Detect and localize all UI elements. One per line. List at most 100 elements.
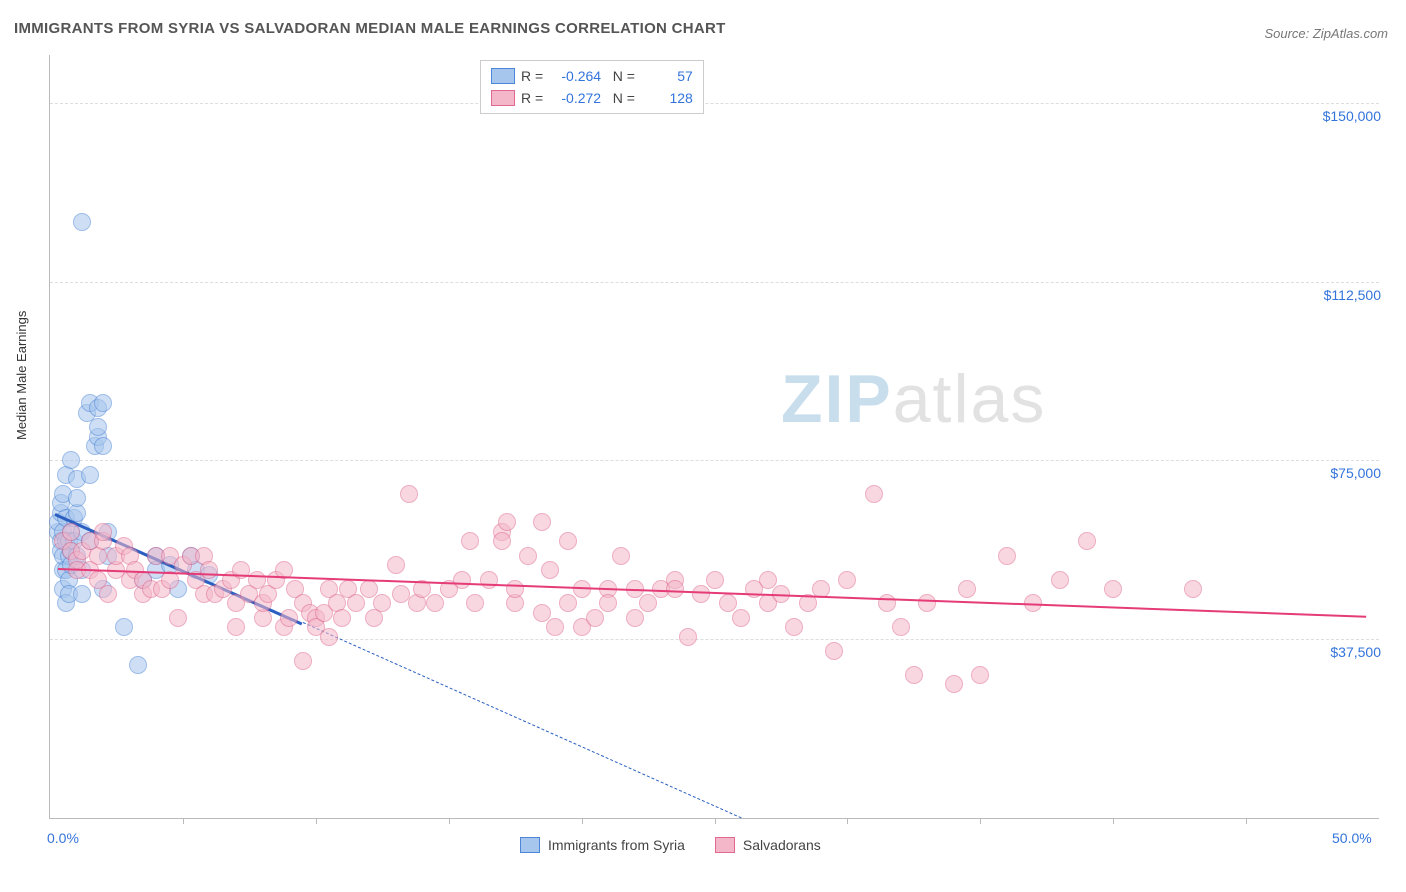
y-tick-label: $112,500 (1261, 287, 1381, 303)
data-point-syria (94, 394, 112, 412)
data-point-salvadoran (612, 547, 630, 565)
data-point-syria (89, 418, 107, 436)
data-point-salvadoran (785, 618, 803, 636)
x-tick (449, 818, 450, 824)
data-point-salvadoran (559, 594, 577, 612)
data-point-salvadoran (466, 594, 484, 612)
data-point-salvadoran (559, 532, 577, 550)
y-tick-label: $37,500 (1261, 644, 1381, 660)
data-point-salvadoran (1184, 580, 1202, 598)
data-point-salvadoran (493, 532, 511, 550)
legend-swatch-salvadoran (491, 90, 515, 106)
data-point-salvadoran (400, 485, 418, 503)
x-axis-label-min: 0.0% (47, 830, 79, 846)
trend-line (302, 623, 741, 819)
data-point-salvadoran (692, 585, 710, 603)
data-point-salvadoran (546, 618, 564, 636)
data-point-salvadoran (679, 628, 697, 646)
x-tick (316, 818, 317, 824)
data-point-salvadoran (373, 594, 391, 612)
data-point-salvadoran (392, 585, 410, 603)
data-point-salvadoran (759, 571, 777, 589)
x-tick (582, 818, 583, 824)
legend-row-syria: R = -0.264 N = 57 (491, 65, 693, 87)
y-axis-label: Median Male Earnings (14, 311, 29, 440)
data-point-salvadoran (958, 580, 976, 598)
data-point-salvadoran (1078, 532, 1096, 550)
series-legend-item-syria: Immigrants from Syria (520, 837, 685, 853)
data-point-salvadoran (280, 609, 298, 627)
data-point-salvadoran (905, 666, 923, 684)
data-point-salvadoran (541, 561, 559, 579)
data-point-salvadoran (1104, 580, 1122, 598)
data-point-salvadoran (227, 618, 245, 636)
gridline (50, 103, 1379, 104)
data-point-salvadoran (333, 609, 351, 627)
source-attribution: Source: ZipAtlas.com (1264, 26, 1388, 41)
data-point-syria (81, 466, 99, 484)
series-legend-label-salvadoran: Salvadorans (743, 837, 821, 853)
x-tick (847, 818, 848, 824)
correlation-legend: R = -0.264 N = 57R = -0.272 N = 128 (480, 60, 704, 114)
watermark-atlas: atlas (893, 361, 1047, 437)
data-point-salvadoran (892, 618, 910, 636)
data-point-syria (68, 489, 86, 507)
data-point-salvadoran (519, 547, 537, 565)
chart-title: IMMIGRANTS FROM SYRIA VS SALVADORAN MEDI… (14, 20, 726, 37)
data-point-salvadoran (639, 594, 657, 612)
data-point-salvadoran (498, 513, 516, 531)
series-legend-label-syria: Immigrants from Syria (548, 837, 685, 853)
data-point-salvadoran (918, 594, 936, 612)
data-point-syria (73, 585, 91, 603)
data-point-salvadoran (99, 585, 117, 603)
data-point-salvadoran (320, 628, 338, 646)
data-point-salvadoran (666, 580, 684, 598)
x-tick (980, 818, 981, 824)
x-tick (183, 818, 184, 824)
gridline (50, 460, 1379, 461)
data-point-salvadoran (945, 675, 963, 693)
y-tick-label: $75,000 (1261, 465, 1381, 481)
series-legend-swatch-syria (520, 837, 540, 853)
x-tick (1246, 818, 1247, 824)
data-point-salvadoran (971, 666, 989, 684)
gridline (50, 282, 1379, 283)
data-point-salvadoran (426, 594, 444, 612)
gridline (50, 639, 1379, 640)
data-point-salvadoran (453, 571, 471, 589)
data-point-salvadoran (732, 609, 750, 627)
series-legend-item-salvadoran: Salvadorans (715, 837, 821, 853)
watermark-zip: ZIP (781, 361, 893, 437)
data-point-salvadoran (169, 609, 187, 627)
data-point-salvadoran (94, 523, 112, 541)
data-point-syria (73, 213, 91, 231)
data-point-salvadoran (62, 523, 80, 541)
data-point-salvadoran (506, 580, 524, 598)
data-point-salvadoran (719, 594, 737, 612)
data-point-salvadoran (998, 547, 1016, 565)
data-point-syria (94, 437, 112, 455)
legend-swatch-syria (491, 68, 515, 84)
data-point-salvadoran (599, 594, 617, 612)
data-point-salvadoran (1051, 571, 1069, 589)
data-point-syria (129, 656, 147, 674)
data-point-salvadoran (706, 571, 724, 589)
series-legend: Immigrants from Syria Salvadorans (520, 837, 821, 853)
x-tick (715, 818, 716, 824)
x-axis-label-max: 50.0% (1332, 830, 1372, 846)
data-point-salvadoran (294, 652, 312, 670)
x-tick (1113, 818, 1114, 824)
data-point-salvadoran (533, 513, 551, 531)
scatter-plot-area: ZIPatlas $37,500$75,000$112,500$150,000 (49, 55, 1379, 819)
data-point-syria (115, 618, 133, 636)
data-point-salvadoran (586, 609, 604, 627)
watermark: ZIPatlas (781, 360, 1046, 438)
data-point-salvadoran (626, 609, 644, 627)
data-point-salvadoran (387, 556, 405, 574)
legend-row-salvadoran: R = -0.272 N = 128 (491, 87, 693, 109)
data-point-salvadoran (347, 594, 365, 612)
data-point-salvadoran (461, 532, 479, 550)
series-legend-swatch-salvadoran (715, 837, 735, 853)
data-point-salvadoran (533, 604, 551, 622)
data-point-syria (62, 451, 80, 469)
